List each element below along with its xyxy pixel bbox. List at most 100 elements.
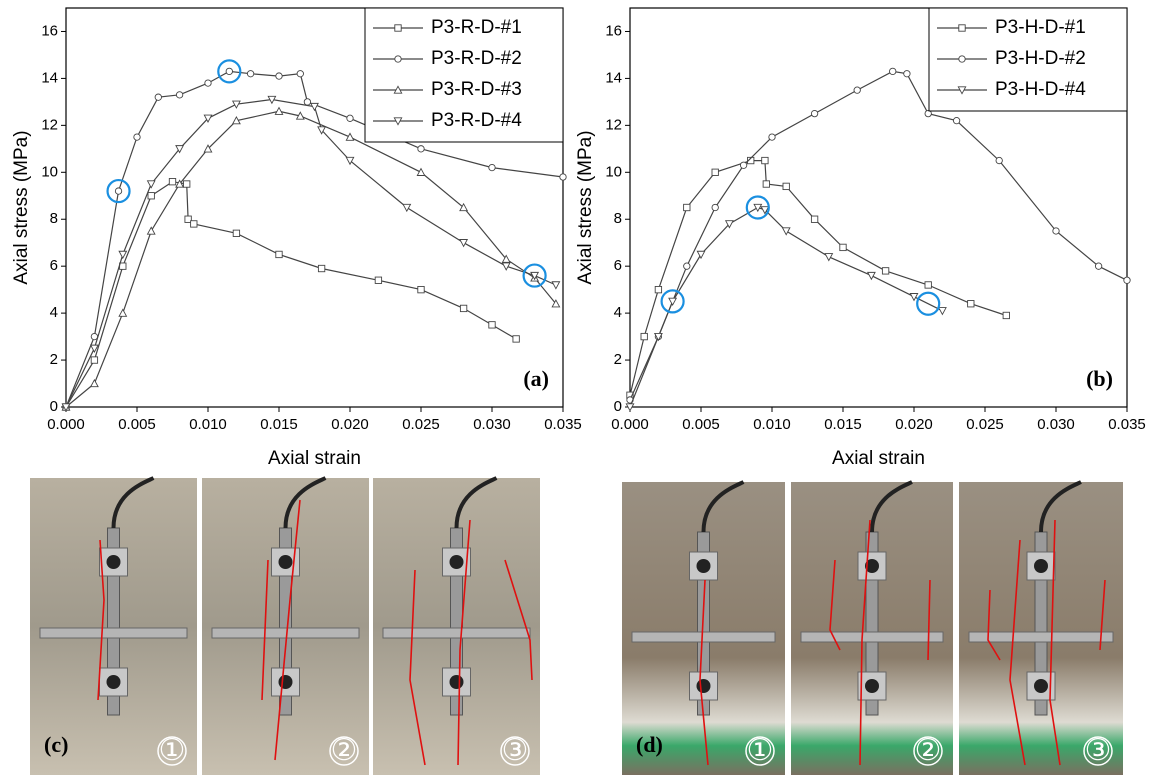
marker [1123,276,1131,284]
y-tick-label: 10 [41,163,58,180]
cable [701,480,745,533]
frame-number: ② [331,734,358,767]
marker [724,220,734,229]
marker [995,156,1003,165]
x-tick-label: 0.020 [895,416,933,433]
marker [275,250,283,259]
bolt [278,675,293,689]
marker [147,192,155,200]
clamp-bar [968,631,1114,643]
y-tick-label: 4 [614,304,622,321]
marker [345,132,355,141]
marker [204,79,212,87]
marker [501,254,511,263]
crack-line [1009,539,1026,766]
crack-line [457,519,471,766]
marker [459,304,468,313]
crack-line [274,499,301,761]
marker [782,182,790,191]
y-tick-label: 16 [41,22,58,39]
highlight-circle [745,195,770,220]
x-axis-label: Axial strain [268,448,361,469]
x-tick-label: 0.025 [402,416,440,433]
cable [283,476,327,529]
marker [118,250,128,260]
marker [924,109,932,118]
marker [810,215,819,223]
marker [653,332,663,342]
marker [267,95,277,105]
series-line [65,181,517,408]
marker [317,264,326,273]
marker [501,262,511,271]
bolt [449,675,464,689]
y-tick-label: 12 [605,116,622,133]
series-line [65,110,557,408]
marker [512,335,520,343]
marker [668,297,678,307]
crack-line [1099,579,1106,651]
clamp-bar [211,627,360,639]
y-tick-label: 8 [614,210,622,227]
legend-label: P3-H-D-#4 [995,79,1086,100]
crack-line [504,559,533,681]
y-tick-label: 12 [41,116,58,133]
marker [957,86,967,95]
y-tick-label: 14 [41,69,58,86]
marker [551,281,561,290]
marker [768,133,776,141]
bolt [696,679,711,693]
legend-label: P3-R-D-#1 [431,17,522,38]
marker [295,111,305,120]
marker [89,378,99,388]
marker [310,102,319,112]
cable [111,476,155,529]
marker [154,93,162,101]
bolt [1034,559,1048,573]
frame-number: ③ [1085,734,1112,767]
marker [952,117,961,125]
marker [175,179,185,188]
frame-number-ring [745,736,775,766]
marker [747,156,755,165]
crack-line [859,519,871,766]
marker [810,109,819,118]
marker [346,114,354,122]
x-axis-label: Axial strain [832,448,925,469]
bolt [106,555,121,569]
marker [1094,262,1103,270]
clamp-block [99,547,128,577]
marker [881,267,890,275]
highlight-circle [106,178,131,204]
marker [551,299,561,308]
marker [909,293,919,302]
plot-frame [629,7,1128,408]
frame-number: ① [159,734,186,767]
panel-label: (a) [523,366,549,391]
y-tick-label: 2 [50,351,58,368]
x-tick-label: 0.035 [544,416,582,433]
legend-label: P3-R-D-#3 [431,79,522,100]
marker [1052,227,1060,235]
marker [1002,311,1010,320]
marker [416,167,426,176]
marker [146,226,156,235]
marker [488,163,496,172]
marker [393,117,403,126]
marker [345,156,355,166]
x-tick-label: 0.030 [1037,416,1075,433]
marker [853,86,861,94]
bolt [865,679,879,693]
x-tick-label: 0.010 [753,416,791,433]
marker [374,276,383,284]
crack-line [699,579,709,766]
y-tick-label: 0 [614,398,622,415]
frame-number-ring [157,736,187,766]
x-tick-label: 0.000 [47,416,85,433]
marker [317,126,327,135]
crack-line [97,539,105,701]
marker [958,24,966,32]
marker [231,116,241,125]
marker [231,100,241,109]
series-line [629,70,1128,401]
